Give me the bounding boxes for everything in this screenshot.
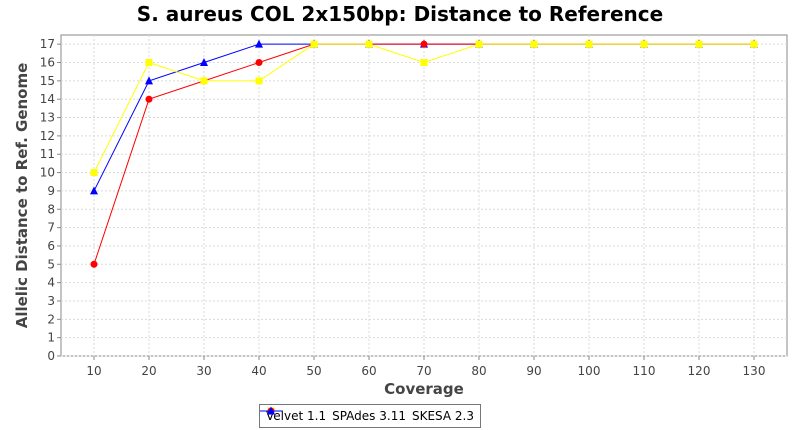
data-point-velvet-1-1	[695, 40, 703, 48]
y-tick-label: 1	[47, 331, 55, 345]
legend-item-spades-3-11: SPAdes 3.11	[260, 407, 406, 423]
y-tick-label: 7	[47, 221, 55, 235]
data-point-spades-3-11	[420, 40, 428, 48]
x-tick-label: 60	[361, 364, 376, 378]
data-point-velvet-1-1	[750, 40, 758, 48]
x-tick-label: 20	[141, 364, 156, 378]
y-tick-label: 8	[47, 202, 55, 216]
data-point-velvet-1-1	[310, 40, 318, 48]
legend-item-skesa-2-3: SKESA 2.3	[260, 406, 474, 423]
grid-lines	[61, 35, 787, 357]
y-tick-label: 14	[40, 92, 55, 106]
x-tick-label: 30	[196, 364, 211, 378]
series-velvet-1-1	[90, 40, 758, 177]
y-tick-label: 10	[40, 166, 55, 180]
y-tick-label: 3	[47, 294, 55, 308]
y-tick-label: 12	[40, 129, 55, 143]
data-point-velvet-1-1	[640, 40, 648, 48]
legend-label: SPAdes 3.11	[332, 409, 406, 423]
y-tick-label: 13	[40, 111, 55, 125]
data-point-spades-3-11	[255, 59, 263, 67]
data-point-skesa-2-3	[145, 76, 153, 85]
data-point-velvet-1-1	[420, 59, 428, 67]
y-tick-label: 15	[40, 74, 55, 88]
data-point-velvet-1-1	[145, 59, 153, 67]
x-tick-label: 70	[416, 364, 431, 378]
x-axis-title: Coverage	[384, 380, 464, 398]
data-point-velvet-1-1	[365, 40, 373, 48]
data-point-spades-3-11	[145, 95, 153, 103]
x-tick-label: 10	[86, 364, 101, 378]
legend-marker-skesa-2-3	[267, 406, 275, 415]
y-tick-label: 9	[47, 184, 55, 198]
data-point-velvet-1-1	[200, 77, 208, 85]
x-tick-label: 50	[306, 364, 321, 378]
y-tick-label: 16	[40, 56, 55, 70]
legend-swatch-skesa-2-3	[260, 406, 282, 415]
data-point-velvet-1-1	[255, 77, 263, 85]
series-layer	[90, 39, 758, 268]
data-point-spades-3-11	[90, 260, 98, 268]
y-tick-label: 5	[47, 257, 55, 271]
y-tick-label: 4	[47, 276, 55, 290]
x-tick-label: 100	[578, 364, 601, 378]
data-point-skesa-2-3	[200, 58, 208, 67]
x-tick-label: 120	[688, 364, 711, 378]
data-point-skesa-2-3	[255, 39, 263, 48]
data-point-skesa-2-3	[90, 186, 98, 195]
data-point-velvet-1-1	[475, 40, 483, 48]
chart-title: S. aureus COL 2x150bp: Distance to Refer…	[136, 2, 664, 26]
legend-label: Velvet 1.1	[266, 409, 327, 423]
x-tick-label: 80	[471, 364, 486, 378]
legend: Velvet 1.1 SPAdes 3.11 SKESA 2.3	[259, 404, 481, 428]
y-axis-title: Allelic Distance to Ref. Genome	[13, 63, 31, 329]
data-point-velvet-1-1	[530, 40, 538, 48]
x-tick-label: 90	[526, 364, 541, 378]
y-tick-label: 0	[47, 349, 55, 363]
y-tick-label: 11	[40, 147, 55, 161]
x-tick-label: 110	[633, 364, 656, 378]
x-tick-label: 40	[251, 364, 266, 378]
x-tick-label: 130	[743, 364, 766, 378]
data-point-velvet-1-1	[585, 40, 593, 48]
legend-label: SKESA 2.3	[411, 409, 474, 423]
data-point-velvet-1-1	[90, 169, 98, 177]
y-tick-label: 6	[47, 239, 55, 253]
y-tick-label: 2	[47, 312, 55, 326]
y-tick-label: 17	[40, 37, 55, 51]
